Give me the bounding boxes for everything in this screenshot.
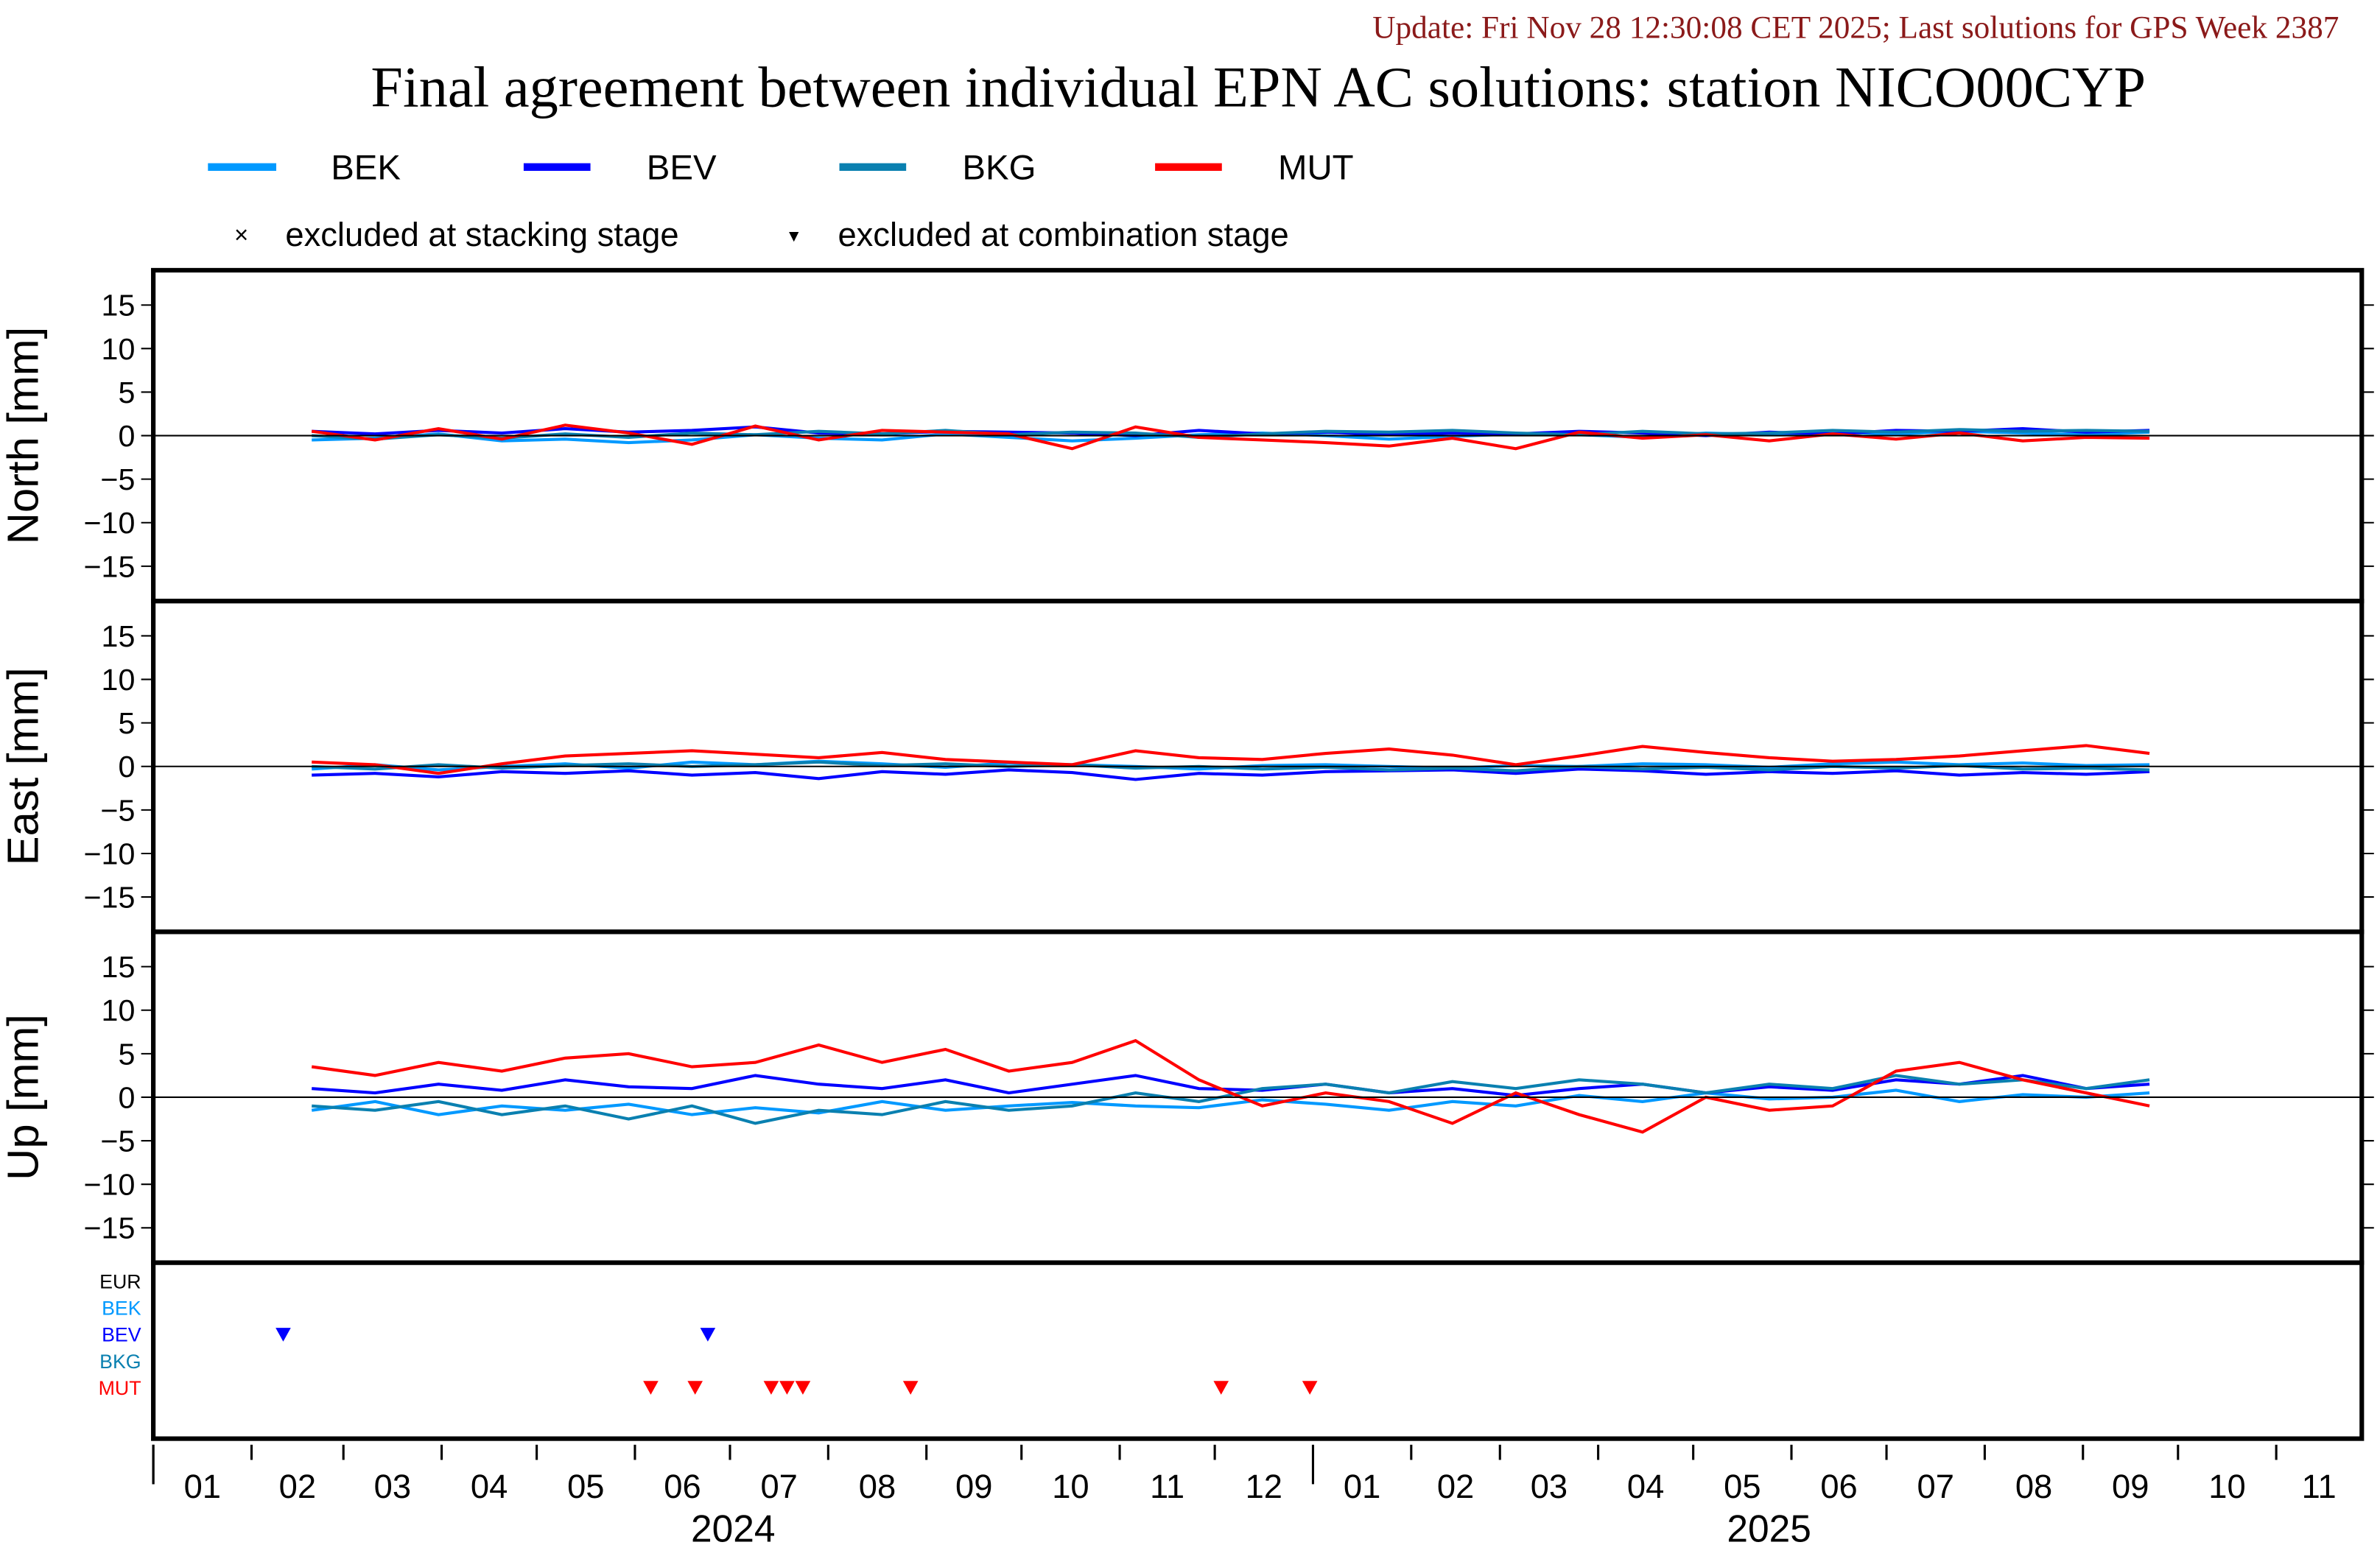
- legend-label-bev: BEV: [647, 148, 717, 187]
- x-tick-label: 03: [1531, 1468, 1568, 1505]
- series-line-bkg: [312, 1074, 2150, 1125]
- exclusion-marker-mut: [902, 1381, 919, 1395]
- x-tick-label: 01: [1344, 1468, 1380, 1505]
- series-line-bek: [311, 1088, 2150, 1116]
- x-tick-label: 11: [2302, 1468, 2337, 1505]
- series-line-mut: [311, 1038, 2150, 1134]
- y-tick-label: 10: [102, 332, 136, 366]
- exclusion-marker-mut: [1213, 1381, 1229, 1395]
- x-tick-label: 06: [1820, 1468, 1857, 1505]
- x-tick-label: 12: [1246, 1468, 1282, 1505]
- y-tick-label: −10: [83, 837, 135, 870]
- x-tick-label: 03: [374, 1468, 411, 1505]
- exclusion-row-label: EUR: [99, 1271, 141, 1293]
- y-tick-label: −10: [83, 1168, 135, 1202]
- y-tick-label: 15: [102, 289, 136, 323]
- exclusion-row-label: MUT: [99, 1377, 141, 1399]
- exclusion-marker-mut: [1302, 1381, 1318, 1395]
- x-tick-label: 05: [567, 1468, 604, 1505]
- y-tick-label: 15: [102, 619, 136, 653]
- y-axis-label: Up [mm]: [0, 1014, 48, 1180]
- series-line-bev: [312, 1074, 2150, 1097]
- stacking-exclusion-label: excluded at stacking stage: [285, 216, 678, 253]
- year-label: 2025: [1727, 1507, 1811, 1545]
- y-tick-label: 0: [118, 1080, 135, 1114]
- y-tick-label: −5: [100, 1124, 135, 1158]
- exclusion-marker-mut: [779, 1381, 795, 1395]
- y-tick-label: 0: [118, 419, 135, 453]
- x-tick-label: 07: [1917, 1468, 1954, 1505]
- exclusion-row-label: BKG: [99, 1351, 141, 1373]
- y-tick-label: 15: [102, 950, 136, 984]
- x-tick-label: 04: [1627, 1468, 1664, 1505]
- x-axis: 01 02 03 04 05 06 07 08 09 10 11 12 01 02 03 04 05 06 07 08…: [152, 1444, 2337, 1545]
- x-tick-label: 09: [955, 1468, 992, 1505]
- panel-east: 15 10 5 0 −5 −10 −15 East [mm]: [0, 599, 2374, 935]
- series-line-bev: [312, 767, 2150, 781]
- y-tick-label: 5: [118, 1037, 135, 1071]
- x-tick-label: 02: [279, 1468, 316, 1505]
- year-label: 2024: [691, 1507, 776, 1545]
- update-text: Update: Fri Nov 28 12:30:08 CET 2025; La…: [1372, 10, 2339, 46]
- x-tick-label: 10: [2208, 1468, 2245, 1505]
- combination-exclusion-label: excluded at combination stage: [838, 216, 1288, 253]
- y-tick-label: −15: [83, 549, 135, 583]
- y-tick-label: 10: [102, 993, 136, 1027]
- y-tick-label: 5: [118, 376, 135, 409]
- panel-up: 15 10 5 0 −5 −10 −15 Up [mm]: [0, 929, 2374, 1265]
- exclusion-marker-mut: [687, 1381, 703, 1395]
- x-tick-label: 09: [2112, 1468, 2149, 1505]
- series-line-mut: [312, 744, 2150, 775]
- x-tick-label: 05: [1724, 1468, 1761, 1505]
- y-axis-label: East [mm]: [0, 667, 48, 865]
- exclusion-marker-bev: [275, 1328, 291, 1342]
- chart-title: Final agreement between individual EPN A…: [371, 54, 2146, 119]
- panel-north: 15 10 5 0 −5 −10 −15 North [mm]: [0, 267, 2374, 604]
- x-tick-label: 07: [760, 1468, 797, 1505]
- y-axis-label: North [mm]: [0, 327, 48, 544]
- y-tick-label: −15: [83, 1211, 135, 1245]
- legend-label-bkg: BKG: [962, 148, 1036, 187]
- exclusion-row-label: BEV: [102, 1324, 141, 1346]
- exclusion-frame: [151, 1260, 2365, 1441]
- exclusion-row-label: BEK: [102, 1298, 141, 1320]
- y-tick-label: 5: [118, 706, 135, 740]
- legend-label-mut: MUT: [1278, 148, 1354, 187]
- x-tick-label: 02: [1437, 1468, 1474, 1505]
- x-tick-label: 08: [2015, 1468, 2052, 1505]
- legend-label-bek: BEK: [331, 148, 401, 187]
- y-tick-label: −15: [83, 881, 135, 915]
- x-tick-label: 10: [1052, 1468, 1089, 1505]
- y-tick-label: −5: [100, 793, 135, 827]
- y-tick-label: −5: [100, 462, 135, 496]
- x-tick-label: 04: [471, 1468, 508, 1505]
- y-tick-label: 0: [118, 750, 135, 784]
- exclusion-marker-mut: [643, 1381, 659, 1395]
- x-tick-label: 01: [184, 1468, 221, 1505]
- x-tick-label: 11: [1150, 1468, 1184, 1505]
- combination-exclusion-symbol: ▼: [785, 226, 801, 245]
- exclusion-marker-mut: [763, 1381, 779, 1395]
- stacking-exclusion-symbol: ×: [234, 221, 248, 248]
- y-tick-label: 10: [102, 663, 136, 697]
- exclusion-marker-bev: [700, 1328, 716, 1342]
- legend: BEK BEV BKG MUT × excluded at stacking s…: [208, 148, 1354, 253]
- x-tick-label: 06: [664, 1468, 701, 1505]
- exclusion-panel: EUR BEK BEV BKG MUT: [99, 1260, 2365, 1441]
- x-tick-label: 08: [859, 1468, 896, 1505]
- exclusion-marker-mut: [795, 1381, 811, 1395]
- series-line-mut: [311, 423, 2150, 451]
- y-tick-label: −10: [83, 506, 135, 540]
